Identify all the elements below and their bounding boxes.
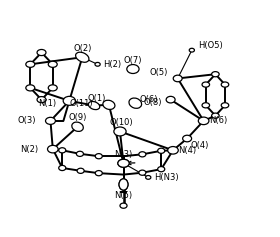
Text: O(9): O(9) <box>68 113 87 122</box>
Text: N(3): N(3) <box>115 150 133 159</box>
Text: N(5): N(5) <box>115 191 132 200</box>
Ellipse shape <box>26 85 35 91</box>
Text: O(11): O(11) <box>70 99 94 108</box>
Ellipse shape <box>212 72 219 77</box>
Ellipse shape <box>146 176 151 179</box>
Ellipse shape <box>198 117 209 125</box>
Ellipse shape <box>158 167 165 172</box>
Text: H(2): H(2) <box>103 60 121 69</box>
Ellipse shape <box>26 61 35 67</box>
Text: O(8): O(8) <box>144 97 162 106</box>
Ellipse shape <box>103 100 115 109</box>
Ellipse shape <box>48 61 57 67</box>
Ellipse shape <box>59 165 66 171</box>
Ellipse shape <box>221 103 229 108</box>
Ellipse shape <box>166 96 175 103</box>
Ellipse shape <box>202 103 209 108</box>
Text: N(2): N(2) <box>20 145 39 154</box>
Ellipse shape <box>95 154 102 159</box>
Ellipse shape <box>183 135 192 142</box>
Ellipse shape <box>72 122 83 131</box>
Ellipse shape <box>127 64 139 73</box>
Ellipse shape <box>158 148 165 153</box>
Text: O(4): O(4) <box>191 141 209 150</box>
Ellipse shape <box>120 203 127 208</box>
Text: O(10): O(10) <box>109 118 133 127</box>
Ellipse shape <box>95 171 102 176</box>
Ellipse shape <box>76 151 83 156</box>
Ellipse shape <box>189 48 194 52</box>
Text: H(N3): H(N3) <box>154 173 179 182</box>
Ellipse shape <box>76 52 89 62</box>
Text: N(1): N(1) <box>38 99 56 108</box>
Ellipse shape <box>95 62 100 66</box>
Ellipse shape <box>118 159 129 167</box>
Ellipse shape <box>221 82 229 87</box>
Ellipse shape <box>119 179 128 190</box>
Text: N(4): N(4) <box>178 146 196 155</box>
Ellipse shape <box>139 152 146 157</box>
Text: O(6): O(6) <box>139 95 158 104</box>
Ellipse shape <box>48 85 57 91</box>
Ellipse shape <box>119 179 128 190</box>
Ellipse shape <box>139 170 146 175</box>
Text: O(2): O(2) <box>73 45 92 54</box>
Ellipse shape <box>114 127 126 136</box>
Ellipse shape <box>63 96 75 105</box>
Ellipse shape <box>129 98 142 108</box>
Ellipse shape <box>59 148 66 153</box>
Ellipse shape <box>37 50 46 56</box>
Text: H(O5): H(O5) <box>198 41 223 50</box>
Ellipse shape <box>173 75 182 82</box>
Ellipse shape <box>77 168 84 173</box>
Ellipse shape <box>212 113 219 118</box>
Ellipse shape <box>88 101 100 110</box>
Ellipse shape <box>37 97 46 103</box>
Text: O(5): O(5) <box>150 68 168 77</box>
Text: O(7): O(7) <box>124 55 142 64</box>
Ellipse shape <box>46 117 55 124</box>
Ellipse shape <box>48 145 58 153</box>
Ellipse shape <box>168 146 178 154</box>
Text: O(3): O(3) <box>18 116 36 125</box>
Ellipse shape <box>118 159 129 167</box>
Text: N(6): N(6) <box>209 116 228 125</box>
Ellipse shape <box>202 82 209 87</box>
Text: O(1): O(1) <box>87 94 106 102</box>
